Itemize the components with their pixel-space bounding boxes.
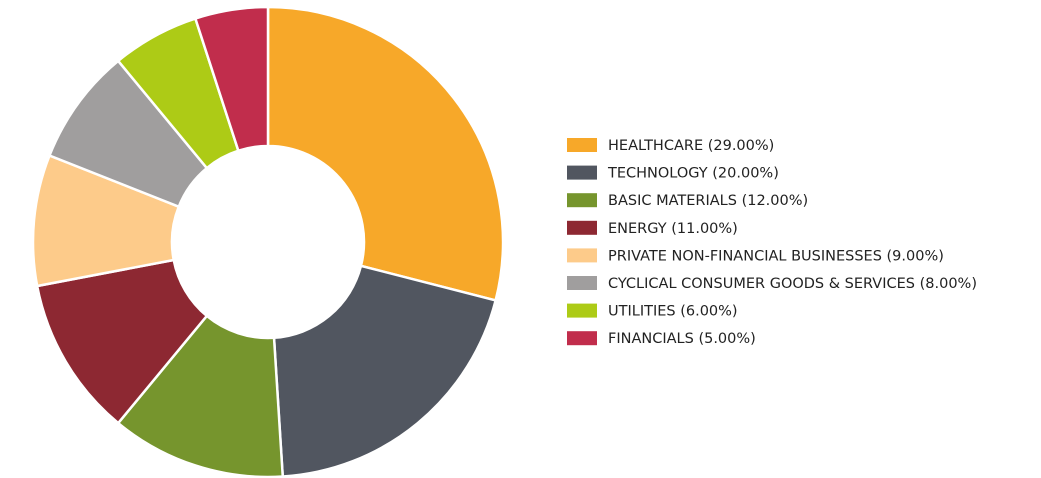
legend-swatch bbox=[567, 138, 597, 152]
legend-label: BASIC MATERIALS (12.00%) bbox=[608, 193, 808, 209]
legend-swatch bbox=[567, 331, 597, 346]
legend-swatch bbox=[567, 276, 597, 290]
legend-label: TECHNOLOGY (20.00%) bbox=[607, 166, 779, 182]
legend-label: FINANCIALS (5.00%) bbox=[608, 331, 756, 347]
donut-slice bbox=[266, 5, 505, 302]
donut-slice bbox=[272, 264, 498, 478]
legend-label: PRIVATE NON-FINANCIAL BUSINESSES (9.00%) bbox=[608, 248, 944, 264]
legend-label: UTILITIES (6.00%) bbox=[608, 304, 738, 320]
legend-swatch bbox=[567, 220, 597, 235]
legend-label: ENERGY (11.00%) bbox=[608, 221, 738, 237]
legend-label: CYCLICAL CONSUMER GOODS & SERVICES (8.00… bbox=[608, 276, 977, 292]
legend-swatch bbox=[567, 193, 597, 208]
legend-swatch bbox=[567, 248, 597, 263]
legend-swatch bbox=[567, 165, 597, 180]
legend-swatch bbox=[567, 303, 597, 318]
donut-slice bbox=[193, 5, 270, 153]
donut-slice bbox=[116, 314, 285, 478]
legend-label: HEALTHCARE (29.00%) bbox=[608, 138, 774, 154]
